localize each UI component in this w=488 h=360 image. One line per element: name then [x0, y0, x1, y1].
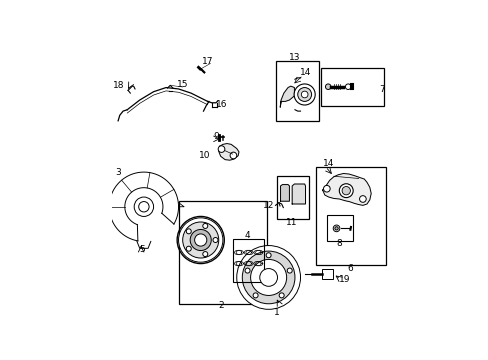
Polygon shape	[322, 174, 370, 205]
Text: 4: 4	[244, 231, 249, 240]
Bar	[232, 239, 264, 282]
Text: 13: 13	[288, 53, 300, 62]
Polygon shape	[292, 184, 305, 204]
Circle shape	[230, 152, 236, 159]
Circle shape	[259, 269, 277, 286]
Circle shape	[339, 184, 352, 198]
Bar	[275, 61, 318, 121]
Circle shape	[332, 225, 339, 232]
Circle shape	[342, 186, 350, 195]
Bar	[315, 167, 386, 265]
Circle shape	[265, 253, 270, 258]
Text: 14: 14	[322, 159, 333, 168]
Polygon shape	[280, 185, 289, 201]
Circle shape	[186, 246, 191, 251]
Text: 14: 14	[300, 68, 311, 77]
Bar	[322, 269, 332, 279]
Text: 7: 7	[379, 85, 385, 94]
Text: 8: 8	[336, 239, 342, 248]
Bar	[321, 68, 383, 105]
Circle shape	[297, 87, 311, 102]
Circle shape	[244, 268, 249, 273]
Circle shape	[334, 227, 338, 230]
Circle shape	[359, 196, 366, 202]
Text: 17: 17	[202, 57, 213, 66]
Polygon shape	[218, 144, 239, 160]
Circle shape	[293, 84, 315, 105]
Circle shape	[279, 293, 284, 298]
Circle shape	[186, 229, 191, 234]
Text: 2: 2	[218, 301, 224, 310]
Text: 3: 3	[115, 168, 121, 177]
Bar	[178, 201, 267, 304]
Circle shape	[178, 218, 223, 262]
Bar	[276, 176, 308, 219]
Circle shape	[301, 91, 307, 98]
Circle shape	[190, 229, 211, 251]
Circle shape	[345, 84, 350, 90]
Circle shape	[250, 260, 286, 296]
Polygon shape	[280, 86, 294, 107]
Circle shape	[203, 252, 207, 257]
Text: 1: 1	[273, 308, 279, 317]
Text: 9: 9	[213, 131, 219, 140]
Text: 18: 18	[113, 81, 124, 90]
Circle shape	[236, 246, 300, 309]
Circle shape	[213, 238, 218, 243]
Circle shape	[253, 293, 258, 298]
Circle shape	[134, 197, 153, 216]
Circle shape	[323, 185, 329, 192]
Bar	[326, 215, 352, 242]
Circle shape	[218, 146, 224, 152]
Circle shape	[242, 251, 294, 304]
Text: 10: 10	[199, 151, 210, 160]
Text: 16: 16	[216, 100, 227, 109]
Circle shape	[183, 222, 218, 258]
Text: 11: 11	[285, 218, 297, 227]
Circle shape	[194, 234, 206, 246]
Circle shape	[286, 268, 292, 273]
Circle shape	[325, 84, 330, 90]
Circle shape	[139, 202, 149, 212]
Text: 6: 6	[346, 264, 352, 273]
Text: 15: 15	[177, 80, 188, 89]
Text: 19: 19	[338, 275, 349, 284]
Text: 5: 5	[139, 245, 144, 254]
Circle shape	[203, 224, 207, 229]
Text: 12: 12	[263, 201, 274, 210]
